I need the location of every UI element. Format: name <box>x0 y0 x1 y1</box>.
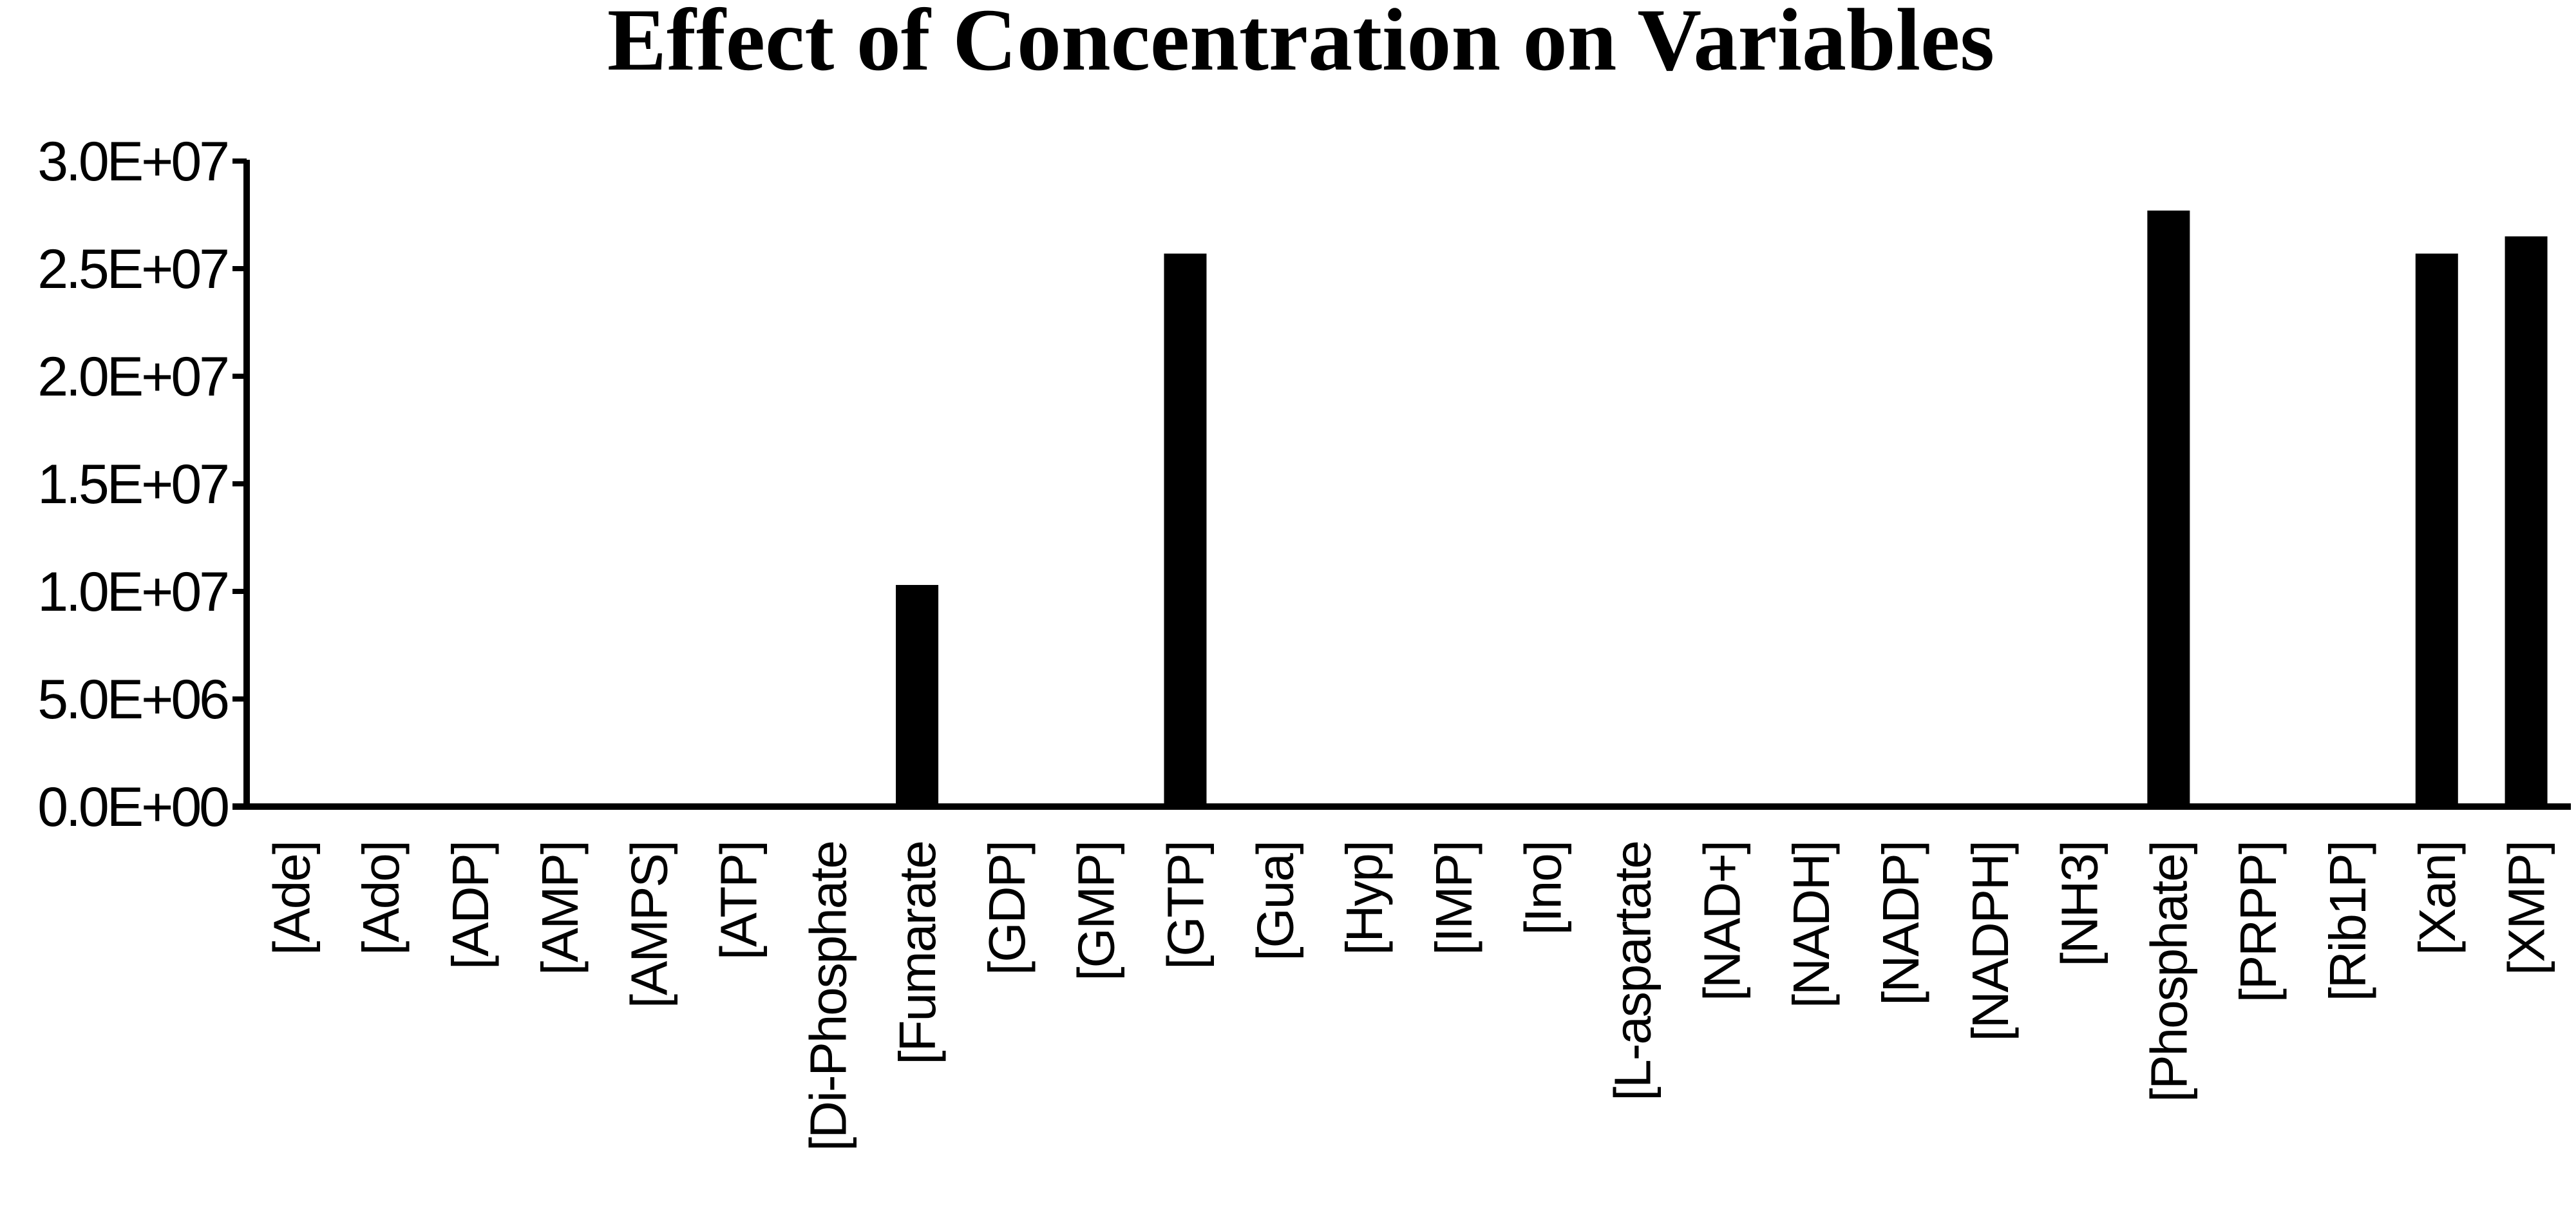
x-tick-label: [Di-Phosphate <box>799 841 857 1151</box>
x-tick-label: [Ado] <box>352 841 410 955</box>
y-tick-label: 0.0E+00 <box>37 776 228 838</box>
x-tick-label: [PRPP] <box>2230 841 2287 1002</box>
x-tick-label: [XMP] <box>2498 841 2555 975</box>
y-tick-label: 5.0E+06 <box>37 669 228 731</box>
x-tick-label: [NH3] <box>2051 841 2108 967</box>
y-axis: 0.0E+00 5.0E+06 1.0E+07 1.5E+07 2.0E+07 2.5E+… <box>37 131 250 838</box>
x-tick-label: [Ade] <box>263 841 320 955</box>
bar-xmp <box>2505 236 2548 807</box>
bar-fumarate <box>896 584 939 807</box>
x-axis: [Ade] [Ado] [ADP] [AMP] [AMPS] [ATP] [Di-Phosp… <box>232 803 2571 1151</box>
y-tick-label: 2.0E+07 <box>37 346 227 408</box>
y-tick-label: 1.5E+07 <box>37 454 227 515</box>
x-tick-label: [AMP] <box>531 841 589 975</box>
y-tick-label: 1.0E+07 <box>37 561 227 623</box>
x-tick-label: [Ino] <box>1515 841 1572 935</box>
bar-xan <box>2415 253 2458 807</box>
x-tick-label: [NADP] <box>1872 841 1929 1006</box>
x-tick-label: [GTP] <box>1157 841 1214 970</box>
x-tick-label: [AMPS] <box>621 841 678 1008</box>
x-tick-label: [NADPH] <box>1962 841 2019 1042</box>
x-tick-label: [Fumarate <box>889 841 946 1065</box>
bar-phosphate <box>2147 210 2190 807</box>
x-tick-label: [Xan] <box>2409 841 2466 955</box>
x-tick-label: [Hyp] <box>1336 841 1393 955</box>
x-tick-label: [NADH] <box>1783 841 1840 1008</box>
x-tick-label: [ADP] <box>442 841 499 970</box>
x-tick-label: [IMP] <box>1425 841 1482 955</box>
bar-gtp <box>1164 253 1207 807</box>
chart-title: Effect of Concentration on Variables <box>607 0 1994 89</box>
x-tick-label: [Phosphate] <box>2140 841 2197 1102</box>
x-tick-label: [GMP] <box>1068 841 1125 981</box>
x-tick-label: [L-aspartate <box>1604 841 1662 1101</box>
x-tick-label: [Gua] <box>1246 841 1303 961</box>
y-tick-label: 2.5E+07 <box>37 238 227 300</box>
x-tick-label: [NAD+] <box>1693 841 1750 1001</box>
x-tick-label: [ATP] <box>710 841 767 960</box>
bars <box>896 210 2548 807</box>
x-tick-label: [Rib1P] <box>2319 841 2376 1001</box>
x-tick-label: [GDP] <box>978 841 1036 975</box>
y-tick-label: 3.0E+07 <box>37 131 227 193</box>
